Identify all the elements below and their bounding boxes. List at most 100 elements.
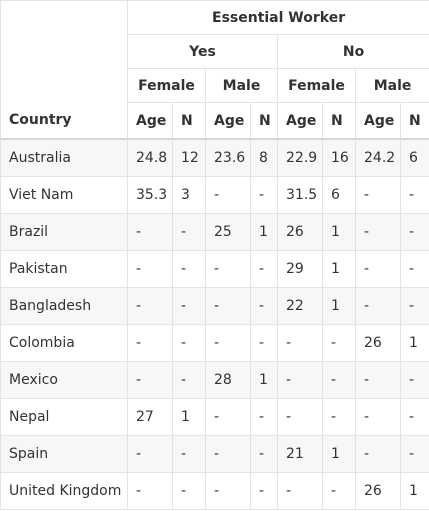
no-header: No bbox=[276, 34, 429, 69]
n-cell: - bbox=[399, 249, 429, 288]
n-cell: 1 bbox=[250, 212, 278, 251]
country-cell: Brazil bbox=[0, 212, 128, 251]
age-cell: - bbox=[127, 323, 173, 362]
n-cell: - bbox=[250, 434, 278, 473]
n-cell: 1 bbox=[322, 286, 356, 325]
essential-worker-header: Essential Worker bbox=[126, 0, 429, 35]
age-cell: - bbox=[355, 397, 401, 436]
table-row: Bangladesh - - - -22 1- - bbox=[0, 286, 429, 325]
yes-header: Yes bbox=[127, 34, 278, 69]
yes-male-header: Male bbox=[205, 68, 278, 103]
age-header: Age bbox=[277, 102, 323, 140]
age-cell: - bbox=[205, 434, 251, 473]
age-cell: 24.2 bbox=[355, 138, 401, 177]
n-cell: 1 bbox=[322, 434, 356, 473]
country-cell: Mexico bbox=[0, 360, 128, 399]
age-cell: - bbox=[205, 471, 251, 510]
n-cell: - bbox=[399, 212, 429, 251]
n-cell: 16 bbox=[322, 138, 356, 177]
age-cell: 26 bbox=[355, 323, 401, 362]
age-header: Age bbox=[355, 102, 401, 140]
n-cell: 8 bbox=[250, 138, 278, 177]
age-cell: - bbox=[355, 286, 401, 325]
country-header: Country bbox=[0, 0, 128, 140]
n-cell: - bbox=[399, 434, 429, 473]
table-row: Mexico - -28 1- - - - bbox=[0, 360, 429, 399]
country-cell: Spain bbox=[0, 434, 128, 473]
table-row: Brazil - -25 1 26 1- - bbox=[0, 212, 429, 251]
age-cell: - bbox=[205, 249, 251, 288]
age-cell: - bbox=[205, 323, 251, 362]
age-cell: 22.9 bbox=[277, 138, 323, 177]
age-cell: - bbox=[127, 212, 173, 251]
n-cell: - bbox=[322, 471, 356, 510]
age-cell: 24.8 bbox=[127, 138, 173, 177]
n-cell: - bbox=[399, 175, 429, 214]
table-row: Nepal 27 1- - - - - - bbox=[0, 397, 429, 436]
age-cell: - bbox=[277, 397, 323, 436]
age-cell: - bbox=[205, 175, 251, 214]
n-cell: - bbox=[250, 249, 278, 288]
age-cell: 21 bbox=[277, 434, 323, 473]
n-cell: 3 bbox=[172, 175, 206, 214]
age-header: Age bbox=[127, 102, 173, 140]
country-cell: Bangladesh bbox=[0, 286, 128, 325]
country-cell: Colombia bbox=[0, 323, 128, 362]
age-cell: - bbox=[277, 323, 323, 362]
table-row: Spain - - - -21 1- - bbox=[0, 434, 429, 473]
n-cell: 6 bbox=[399, 138, 429, 177]
country-cell: Nepal bbox=[0, 397, 128, 436]
age-cell: - bbox=[127, 286, 173, 325]
age-cell: - bbox=[355, 212, 401, 251]
age-cell: 31.5 bbox=[277, 175, 323, 214]
n-cell: - bbox=[172, 286, 206, 325]
table-row: Australia 24.8 12 23.6 8 22.9 16 24.2 6 bbox=[0, 138, 429, 177]
n-cell: - bbox=[322, 323, 356, 362]
table-row: Pakistan - - - -29 1- - bbox=[0, 249, 429, 288]
n-header: N bbox=[172, 102, 206, 140]
n-cell: - bbox=[250, 323, 278, 362]
n-cell: - bbox=[172, 249, 206, 288]
age-cell: 26 bbox=[355, 471, 401, 510]
n-header: N bbox=[399, 102, 429, 140]
age-cell: 35.3 bbox=[127, 175, 173, 214]
age-cell: - bbox=[355, 175, 401, 214]
age-header: Age bbox=[205, 102, 251, 140]
age-cell: 26 bbox=[277, 212, 323, 251]
age-cell: 22 bbox=[277, 286, 323, 325]
table-body: Australia 24.8 12 23.6 8 22.9 16 24.2 6 Viet Nam 3… bbox=[0, 138, 429, 510]
n-cell: - bbox=[399, 397, 429, 436]
yes-female-header: Female bbox=[127, 68, 206, 103]
age-cell: 29 bbox=[277, 249, 323, 288]
n-cell: - bbox=[172, 434, 206, 473]
age-cell: - bbox=[205, 286, 251, 325]
age-cell: - bbox=[277, 360, 323, 399]
table-row: Viet Nam 35.3 3- -31.5 6- - bbox=[0, 175, 429, 214]
age-cell: 23.6 bbox=[205, 138, 251, 177]
n-cell: 1 bbox=[399, 471, 429, 510]
n-cell: 12 bbox=[172, 138, 206, 177]
age-cell: - bbox=[127, 471, 173, 510]
n-cell: 6 bbox=[322, 175, 356, 214]
age-cell: - bbox=[127, 434, 173, 473]
no-male-header: Male bbox=[354, 68, 429, 103]
n-cell: 1 bbox=[322, 249, 356, 288]
age-cell: 28 bbox=[205, 360, 251, 399]
n-cell: - bbox=[250, 175, 278, 214]
n-cell: - bbox=[172, 471, 206, 510]
country-cell: United Kingdom bbox=[0, 471, 128, 510]
age-cell: - bbox=[127, 249, 173, 288]
n-cell: 1 bbox=[322, 212, 356, 251]
table-row: United Kingdom - - - - - -26 1 bbox=[0, 471, 429, 510]
no-female-header: Female bbox=[277, 68, 356, 103]
n-cell: - bbox=[172, 360, 206, 399]
n-cell: - bbox=[322, 397, 356, 436]
age-cell: - bbox=[277, 471, 323, 510]
country-cell: Pakistan bbox=[0, 249, 128, 288]
age-cell: - bbox=[355, 249, 401, 288]
n-cell: 1 bbox=[172, 397, 206, 436]
n-cell: - bbox=[250, 471, 278, 510]
n-cell: - bbox=[322, 360, 356, 399]
n-cell: - bbox=[172, 323, 206, 362]
